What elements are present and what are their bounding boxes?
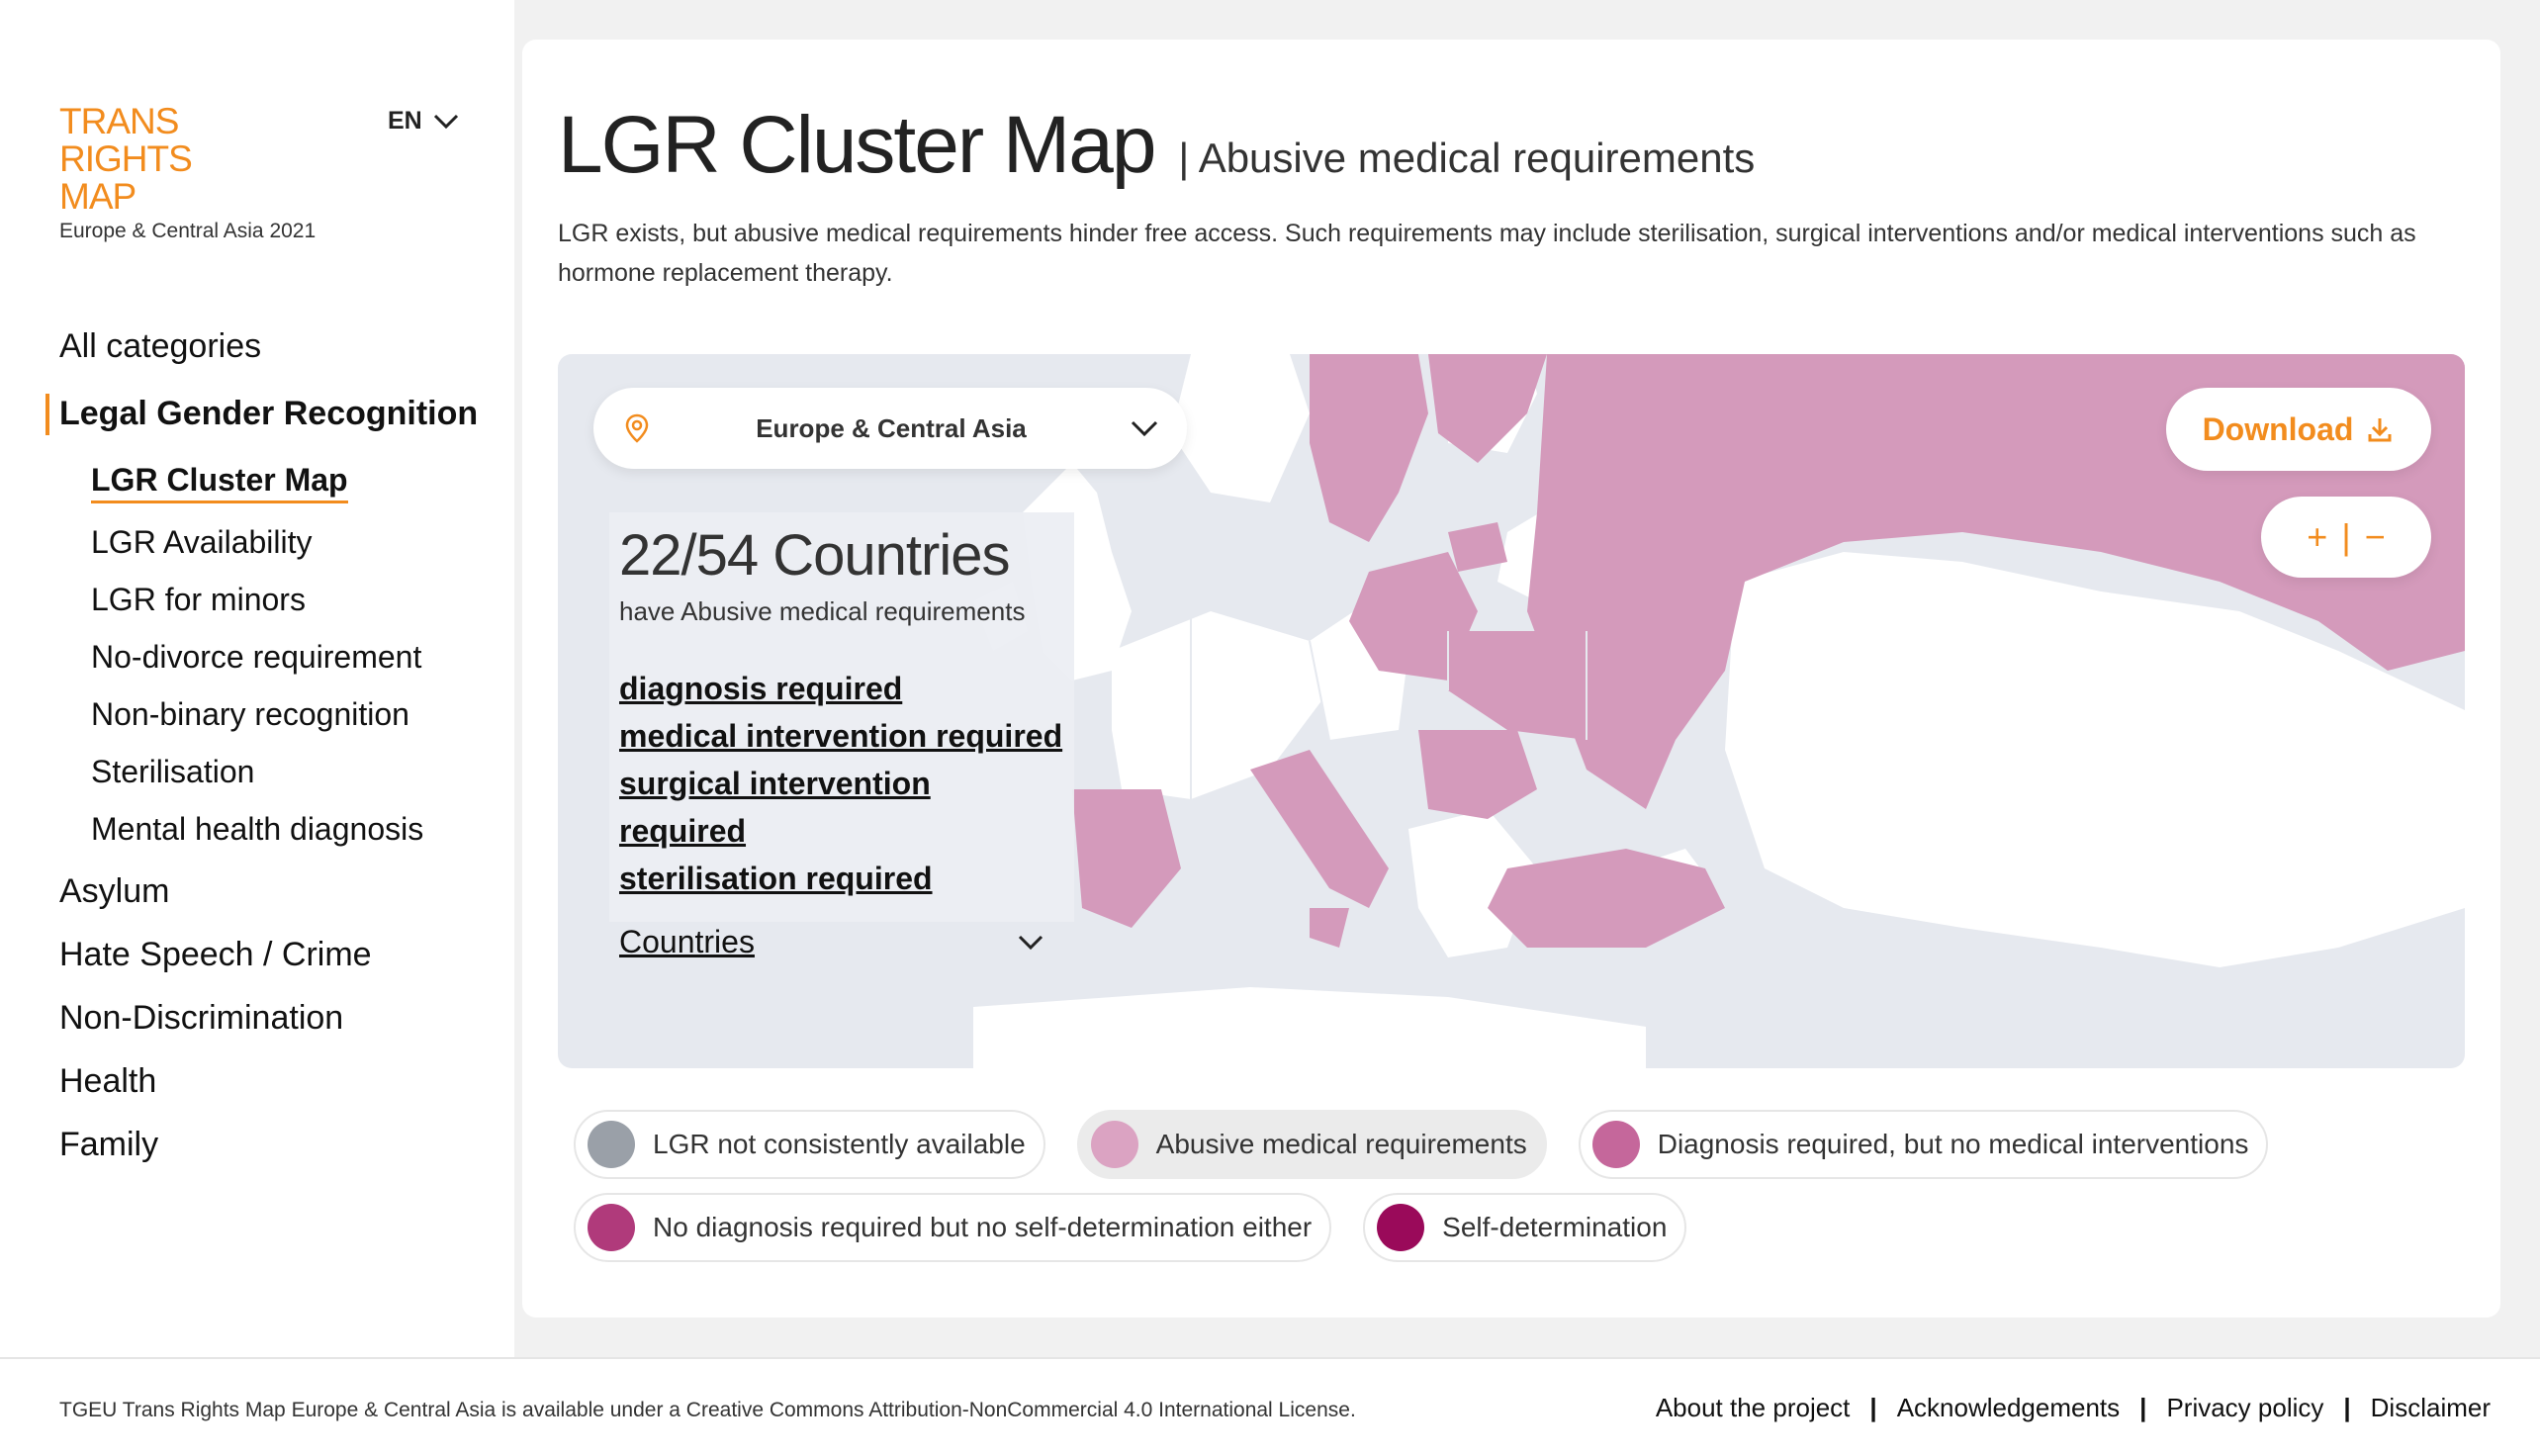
land-white — [973, 354, 2465, 1068]
footer-separator: | — [2139, 1393, 2147, 1422]
legend-dot — [588, 1121, 635, 1168]
zoom-separator: | — [2341, 516, 2351, 557]
footer-separator: | — [2343, 1393, 2351, 1422]
link-medical-intervention-required[interactable]: medical intervention required — [619, 718, 1063, 754]
legend-label: Abusive medical requirements — [1155, 1129, 1527, 1159]
sidebar: TRANS RIGHTS MAP Europe & Central Asia 2… — [0, 0, 514, 1357]
download-button[interactable]: Download — [2166, 388, 2431, 471]
title-row: LGR Cluster Map Abusive medical requirem… — [558, 99, 1755, 192]
legend-label: No diagnosis required but no self-determ… — [653, 1212, 1313, 1242]
nav-health[interactable]: Health — [59, 1062, 157, 1100]
footer-privacy-link[interactable]: Privacy policy — [2166, 1393, 2324, 1422]
footer: TGEU Trans Rights Map Europe & Central A… — [0, 1357, 2540, 1456]
zoom-in-button[interactable]: + — [2307, 516, 2328, 557]
legend-abusive-medical[interactable]: Abusive medical requirements — [1076, 1110, 1547, 1179]
footer-acknowledgements-link[interactable]: Acknowledgements — [1896, 1393, 2121, 1422]
nav-no-divorce[interactable]: No-divorce requirement — [91, 639, 422, 675]
nav-family[interactable]: Family — [59, 1126, 159, 1163]
link-diagnosis-required[interactable]: diagnosis required — [619, 671, 903, 706]
main-card: LGR Cluster Map Abusive medical requirem… — [522, 40, 2500, 1318]
logo-line: TRANS — [59, 101, 179, 141]
country-count-number: 22 — [619, 523, 682, 588]
chevron-down-icon — [1018, 935, 1043, 950]
nav-lgr-availability[interactable]: LGR Availability — [91, 524, 313, 560]
info-panel: 22/54 Countries have Abusive medical req… — [609, 512, 1074, 959]
site-logo[interactable]: TRANS RIGHTS MAP — [59, 101, 193, 217]
legend-no-diagnosis[interactable]: No diagnosis required but no self-determ… — [574, 1193, 1332, 1262]
language-label: EN — [388, 107, 422, 135]
cluster-map[interactable]: Europe & Central Asia Download + | − 22/… — [558, 354, 2465, 1068]
legend-dot — [1090, 1121, 1138, 1168]
legend-dot — [1591, 1121, 1640, 1168]
nav-lgr-cluster-map[interactable]: LGR Cluster Map — [91, 461, 348, 503]
page-subtitle: Abusive medical requirements — [1178, 135, 1756, 182]
legend-diagnosis-required[interactable]: Diagnosis required, but no medical inter… — [1578, 1110, 2269, 1179]
map-land — [973, 354, 2465, 1068]
nav-all-categories[interactable]: All categories — [59, 327, 262, 365]
download-label: Download — [2202, 410, 2354, 447]
nav-hate-speech[interactable]: Hate Speech / Crime — [59, 936, 372, 973]
nav-sub-list: LGR Cluster Map LGR Availability LGR for… — [59, 461, 495, 848]
footer-separator: | — [1869, 1393, 1877, 1422]
legend-label: LGR not consistently available — [653, 1129, 1026, 1159]
license-text: TGEU Trans Rights Map Europe & Central A… — [59, 1399, 1356, 1421]
nav-non-discrimination[interactable]: Non-Discrimination — [59, 999, 344, 1037]
sidebar-nav: All categories Legal Gender Recognition … — [45, 326, 495, 1188]
nav-lgr-for-minors[interactable]: LGR for minors — [91, 582, 306, 617]
country-count-total: /54 Countries — [680, 523, 1011, 588]
legend-lgr-not-available[interactable]: LGR not consistently available — [574, 1110, 1045, 1179]
region-select-value: Europe & Central Asia — [756, 412, 1027, 443]
legend: LGR not consistently available Abusive m… — [574, 1110, 2453, 1276]
chevron-down-icon — [433, 114, 458, 129]
footer-links: About the project | Acknowledgements | P… — [1656, 1393, 2491, 1423]
zoom-out-button[interactable]: − — [2364, 516, 2386, 557]
legend-label: Diagnosis required, but no medical inter… — [1657, 1129, 2249, 1159]
link-sterilisation-required[interactable]: sterilisation required — [619, 861, 933, 896]
nav-sterilisation[interactable]: Sterilisation — [91, 754, 255, 789]
legend-row: No diagnosis required but no self-determ… — [574, 1193, 2453, 1262]
footer-about-link[interactable]: About the project — [1655, 1393, 1851, 1422]
nav-asylum[interactable]: Asylum — [59, 872, 170, 910]
zoom-control: + | − — [2261, 497, 2431, 578]
logo-subtitle: Europe & Central Asia 2021 — [59, 220, 317, 242]
country-count: 22/54 Countries — [619, 522, 1064, 589]
nav-legal-gender-recognition[interactable]: Legal Gender Recognition — [45, 390, 495, 437]
location-pin-icon — [625, 413, 649, 443]
page-description: LGR exists, but abusive medical requirem… — [558, 220, 2416, 287]
country-count-label: have Abusive medical requirements — [619, 596, 1026, 626]
requirement-links: diagnosis required medical intervention … — [619, 665, 1064, 902]
nav-mental-health[interactable]: Mental health diagnosis — [91, 811, 424, 847]
legend-row: LGR not consistently available Abusive m… — [574, 1110, 2453, 1179]
page-title: LGR Cluster Map — [558, 100, 1156, 190]
nav-non-binary[interactable]: Non-binary recognition — [91, 696, 409, 732]
legend-dot — [588, 1204, 635, 1251]
map-borders — [1190, 611, 1588, 799]
logo-line: RIGHTS — [59, 138, 193, 179]
region-select[interactable]: Europe & Central Asia — [593, 388, 1187, 469]
logo-line: MAP — [59, 176, 136, 217]
countries-label: Countries — [619, 924, 755, 959]
download-icon — [2368, 418, 2392, 442]
legend-self-determination[interactable]: Self-determination — [1363, 1193, 1687, 1262]
footer-disclaimer-link[interactable]: Disclaimer — [2370, 1393, 2491, 1422]
legend-dot — [1377, 1204, 1425, 1251]
legend-label: Self-determination — [1442, 1212, 1668, 1242]
countries-toggle[interactable]: Countries — [619, 924, 1044, 960]
chevron-down-icon — [1131, 420, 1158, 437]
language-selector[interactable]: EN — [388, 107, 460, 136]
link-surgical-intervention-required[interactable]: surgical intervention required — [619, 766, 931, 849]
nav-other-sections: Asylum Hate Speech / Crime Non-Discrimin… — [59, 871, 495, 1164]
